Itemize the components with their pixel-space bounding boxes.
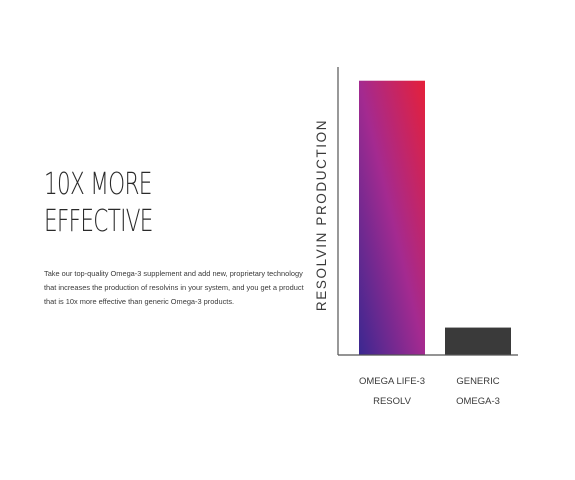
body-line-2: that increases the production of resolvi… bbox=[44, 283, 304, 292]
category-label-omega-life-3-resolv: OMEGA LIFE-3 RESOLV bbox=[359, 376, 425, 407]
category-label-generic-omega-3: GENERIC OMEGA-3 bbox=[456, 376, 500, 407]
body-line-1: Take our top-quality Omega-3 supplement … bbox=[44, 269, 303, 278]
category-label-line: OMEGA-3 bbox=[456, 396, 500, 407]
category-label-line: OMEGA LIFE-3 bbox=[359, 376, 425, 387]
body-line-3: that is 10x more effective than generic … bbox=[44, 297, 235, 306]
headline: 10X MORE EFFECTIVE bbox=[44, 166, 188, 240]
resolvin-bar-chart: RESOLVIN PRODUCTION OMEGA LIFE-3 RESOLV GE… bbox=[314, 67, 518, 407]
body-copy: Take our top-quality Omega-3 supplement … bbox=[44, 267, 304, 309]
category-label-line: RESOLV bbox=[373, 396, 412, 407]
bars-group bbox=[359, 80, 511, 355]
category-labels: OMEGA LIFE-3 RESOLV GENERIC OMEGA-3 bbox=[359, 376, 500, 407]
y-axis-label: RESOLVIN PRODUCTION bbox=[314, 119, 329, 311]
bar-omega-life-3-resolv bbox=[359, 80, 425, 355]
bar-generic-omega-3 bbox=[445, 327, 511, 355]
headline-line-2: EFFECTIVE bbox=[44, 204, 153, 239]
headline-line-1: 10X MORE bbox=[44, 167, 152, 202]
category-label-line: GENERIC bbox=[456, 376, 499, 387]
